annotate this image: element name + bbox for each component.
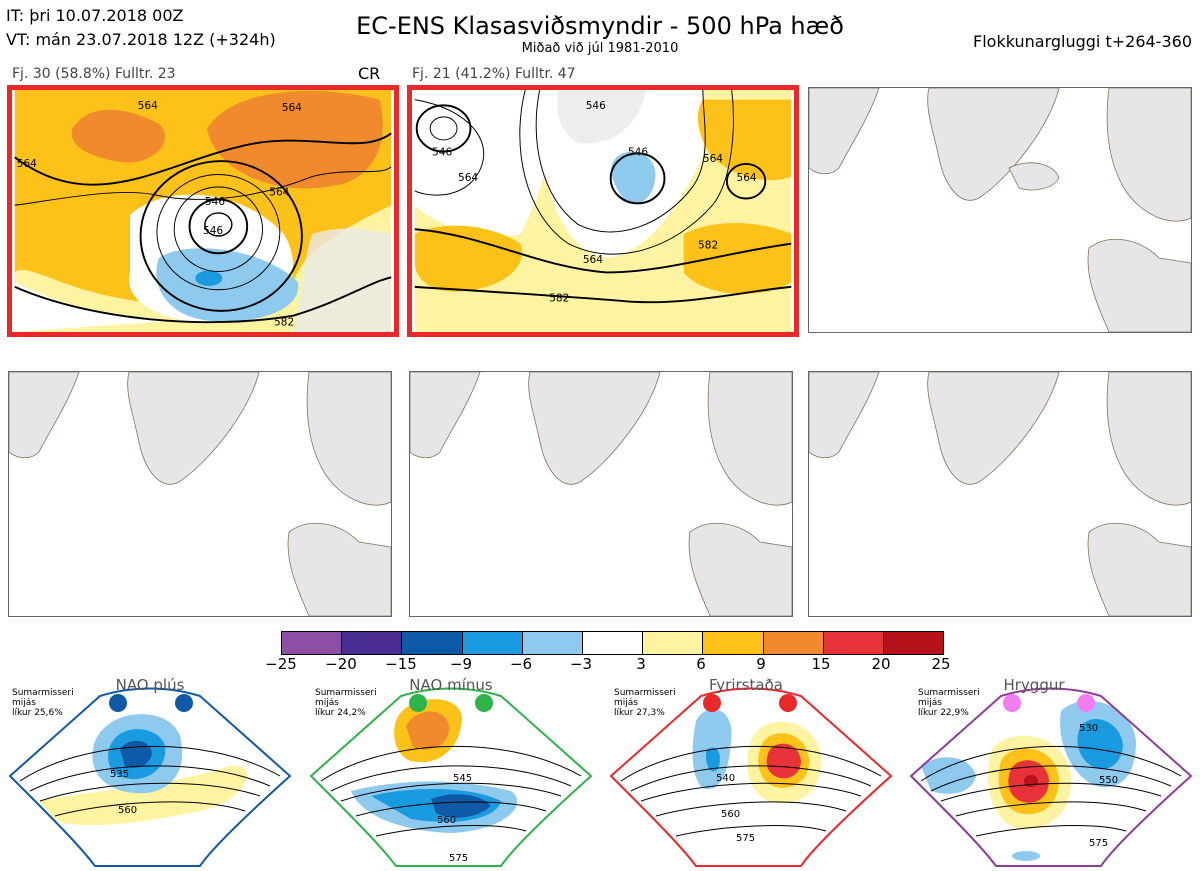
colorbar-tick: 9: [756, 655, 766, 673]
regime-title: NAO mínus: [409, 676, 493, 694]
regime-nao-plus[interactable]: 535 560: [0, 681, 300, 871]
colorbar-swatch: [763, 632, 824, 654]
cluster-map-2-plot: 546 546 564 546 564 564 564 582 582: [414, 90, 792, 332]
colorbar-tick: 6: [696, 655, 706, 673]
contour-label: 564: [269, 187, 289, 199]
contour-label: 575: [1089, 838, 1108, 849]
regime-note: Sumarmisseri mijás líkur 22,9%: [918, 688, 980, 718]
cluster-map-5[interactable]: [409, 371, 793, 617]
colorbar-tick: 15: [811, 655, 831, 673]
colorbar-swatch: [883, 632, 944, 654]
contour-label: 575: [449, 853, 468, 864]
page-subtitle: Miðað við júl 1981-2010: [521, 41, 679, 56]
contour-label: 560: [118, 805, 137, 816]
regime-title: NAO plús: [115, 676, 185, 694]
regime-blocking-plot: 540 560 575: [609, 687, 893, 867]
colorbar-tick: 20: [871, 655, 891, 673]
page-title: EC-ENS Klasasviðsmyndir - 500 hPa hæð: [356, 12, 844, 40]
colorbar-tick: 3: [636, 655, 646, 673]
colorbar-swatch: [582, 632, 644, 654]
contour-label: 540: [716, 773, 735, 784]
contour-label: 564: [703, 153, 723, 165]
panel-1-label: Fj. 30 (58.8%) Fulltr. 23: [12, 66, 176, 82]
colorbar-swatch: [462, 632, 523, 654]
contour-label: 545: [453, 773, 472, 784]
contour-label: 560: [437, 815, 456, 826]
contour-label: 564: [17, 158, 37, 170]
contour-label: 575: [736, 833, 755, 844]
contour-label: 564: [282, 102, 302, 114]
cluster-map-4[interactable]: [8, 371, 392, 617]
regime-ridge[interactable]: 530 550 575: [901, 681, 1200, 871]
contour-label: 546: [586, 100, 606, 112]
regime-note: Sumarmisseri mijás líkur 25,6%: [12, 688, 74, 718]
panel-1-tag: CR: [358, 64, 381, 83]
regime-blocking[interactable]: 540 560 575: [601, 681, 901, 871]
regime-nao-minus[interactable]: 545 560 575: [301, 681, 601, 871]
colorbar-swatch: [703, 632, 764, 654]
regime-nao-minus-plot: 545 560 575: [309, 687, 593, 867]
colorbar-swatch: [402, 632, 463, 654]
colorbar-swatch: [522, 632, 583, 654]
contour-label: 582: [549, 292, 569, 304]
contour-label: 564: [736, 172, 756, 184]
colorbar-swatch: [823, 632, 884, 654]
cluster-map-1-plot: 564 564 564 546 582 546 564: [14, 90, 392, 332]
cluster-map-1[interactable]: 564 564 564 546 582 546 564: [7, 85, 399, 337]
contour-label: 560: [721, 809, 740, 820]
regime-ridge-plot: 530 550 575: [909, 687, 1193, 867]
regime-note: Sumarmisseri mijás líkur 24,2%: [315, 688, 377, 718]
colorbar-tick: −3: [569, 655, 593, 673]
colorbar-swatch: [282, 632, 343, 654]
empty-map: [9, 372, 391, 616]
contour-label: 564: [583, 254, 603, 266]
contour-label: 535: [110, 769, 129, 780]
valid-time: VT: mán 23.07.2018 12Z (+324h): [6, 30, 276, 49]
colorbar: [281, 631, 944, 655]
contour-label: 546: [203, 225, 223, 237]
regime-note: Sumarmisseri mijás líkur 27,3%: [614, 688, 676, 718]
regime-title: Hryggur: [1003, 676, 1065, 694]
issue-time: IT: þri 10.07.2018 00Z: [6, 6, 184, 25]
colorbar-tick: −6: [509, 655, 533, 673]
contour-label: 582: [698, 239, 718, 251]
empty-map: [809, 88, 1191, 332]
colorbar-swatch: [342, 632, 403, 654]
cluster-map-3[interactable]: [808, 87, 1192, 333]
colorbar-tick: −9: [449, 655, 473, 673]
colorbar-tick: −15: [385, 655, 417, 673]
colorbar-swatch: [643, 632, 704, 654]
cluster-map-6[interactable]: [808, 371, 1192, 617]
contour-label: 564: [138, 100, 158, 112]
empty-map: [809, 372, 1191, 616]
contour-label: 546: [205, 196, 225, 208]
colorbar-tick: −20: [325, 655, 357, 673]
contour-label: 582: [274, 316, 294, 328]
contour-label: 546: [628, 146, 648, 158]
contour-label: 530: [1079, 723, 1098, 734]
colorbar-tick: −25: [265, 655, 297, 673]
empty-map: [410, 372, 792, 616]
classification-window: Flokkunargluggi t+264-360: [973, 32, 1192, 51]
contour-label: 546: [432, 146, 452, 158]
cluster-map-2[interactable]: 546 546 564 546 564 564 564 582 582: [407, 85, 799, 337]
contour-label: 564: [458, 172, 478, 184]
colorbar-tick: 25: [931, 655, 951, 673]
regime-nao-plus-plot: 535 560: [8, 687, 292, 867]
contour-label: 550: [1099, 775, 1118, 786]
panel-2-label: Fj. 21 (41.2%) Fulltr. 47: [412, 66, 576, 82]
regime-title: Fyrirstaða: [709, 676, 783, 694]
